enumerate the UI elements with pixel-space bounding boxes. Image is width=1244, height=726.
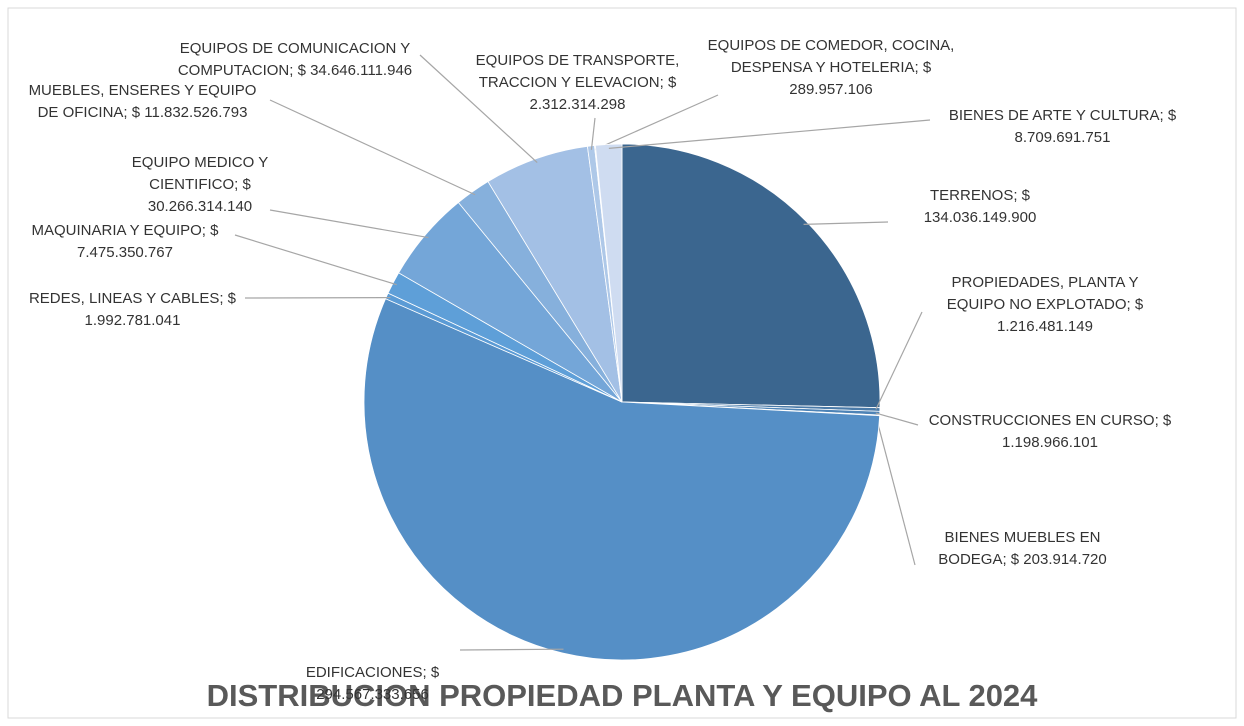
value-label: $ 1.198.966.101 — [1002, 412, 1172, 451]
category-label: PROPIEDADES, PLANTA Y EQUIPO NO EXPLOTAD… — [946, 274, 1139, 313]
data-label: MUEBLES, ENSERES Y EQUIPO DE OFICINA; $ … — [20, 80, 265, 124]
data-label: PROPIEDADES, PLANTA Y EQUIPO NO EXPLOTAD… — [925, 272, 1165, 338]
pie-slice — [621, 143, 881, 409]
data-label: EQUIPOS DE TRANSPORTE, TRACCION Y ELEVAC… — [455, 50, 700, 116]
data-label: MAQUINARIA Y EQUIPO; $ 7.475.350.767 — [10, 220, 240, 264]
value-label: $ 8.709.691.751 — [1014, 107, 1177, 146]
value-label: $ 1.216.481.149 — [997, 296, 1144, 335]
value-label: $ 289.957.106 — [789, 59, 932, 98]
category-label: EQUIPOS DE TRANSPORTE, TRACCION Y ELEVAC… — [475, 52, 680, 91]
data-label: REDES, LINEAS Y CABLES; $ 1.992.781.041 — [15, 288, 250, 332]
category-label: MAQUINARIA Y EQUIPO; — [31, 222, 206, 239]
leader-line — [803, 221, 889, 225]
pie-slice — [363, 298, 881, 661]
value-label: $ 134.036.149.900 — [923, 187, 1037, 226]
leader-line — [875, 311, 923, 410]
data-label: TERRENOS; $ 134.036.149.900 — [880, 185, 1080, 229]
value-label: $ 203.914.720 — [1010, 551, 1107, 568]
leader-line — [875, 412, 919, 426]
data-label: EDIFICACIONES; $ 294.567.333.656 — [280, 662, 465, 706]
category-label: MUEBLES, ENSERES Y EQUIPO DE OFICINA; — [28, 82, 257, 121]
value-label: $ 1.992.781.041 — [84, 290, 237, 329]
chart-title: DISTRIBUCION PROPIEDAD PLANTA Y EQUIPO A… — [206, 678, 1038, 713]
leader-line — [269, 209, 429, 239]
value-label: $ 30.266.314.140 — [147, 176, 253, 215]
leader-line — [590, 117, 596, 150]
value-label: $ 11.832.526.793 — [131, 104, 248, 121]
category-label: EDIFICACIONES; — [305, 664, 427, 681]
data-label: CONSTRUCCIONES EN CURSO; $ 1.198.966.101 — [915, 410, 1185, 454]
category-label: BIENES DE ARTE Y CULTURA; — [948, 107, 1164, 124]
category-label: EQUIPO MEDICO Y CIENTIFICO; — [131, 154, 269, 193]
value-label: $ 34.646.111.946 — [297, 62, 413, 79]
category-label: CONSTRUCCIONES EN CURSO; — [928, 412, 1159, 429]
value-label: $ 7.475.350.767 — [77, 222, 219, 261]
data-label: EQUIPOS DE COMUNICACION Y COMPUTACION; $… — [165, 38, 425, 82]
category-label: EQUIPOS DE COMEDOR, COCINA, DESPENSA Y H… — [707, 37, 955, 76]
leader-line — [875, 415, 916, 566]
leader-line — [595, 94, 719, 150]
pie-slice — [594, 143, 623, 403]
data-label: EQUIPO MEDICO Y CIENTIFICO; $ 30.266.314… — [105, 152, 295, 218]
leader-line — [459, 648, 564, 651]
leader-line — [419, 54, 538, 164]
category-label: TERRENOS; — [929, 187, 1018, 204]
leader-line — [269, 99, 476, 196]
category-label: EQUIPOS DE COMUNICACION Y COMPUTACION; — [177, 40, 411, 79]
category-label: REDES, LINEAS Y CABLES; — [28, 290, 224, 307]
category-label: BIENES MUEBLES EN BODEGA; — [938, 529, 1101, 568]
data-label: EQUIPOS DE COMEDOR, COCINA, DESPENSA Y H… — [700, 35, 962, 101]
leader-line — [234, 234, 397, 286]
value-label: $ 294.567.333.656 — [316, 664, 440, 703]
chart-border — [7, 7, 1237, 719]
data-label: BIENES DE ARTE Y CULTURA; $ 8.709.691.75… — [925, 105, 1200, 149]
data-label: BIENES MUEBLES EN BODEGA; $ 203.914.720 — [915, 527, 1130, 571]
leader-line — [608, 119, 931, 149]
value-label: $ 2.312.314.298 — [529, 74, 677, 113]
